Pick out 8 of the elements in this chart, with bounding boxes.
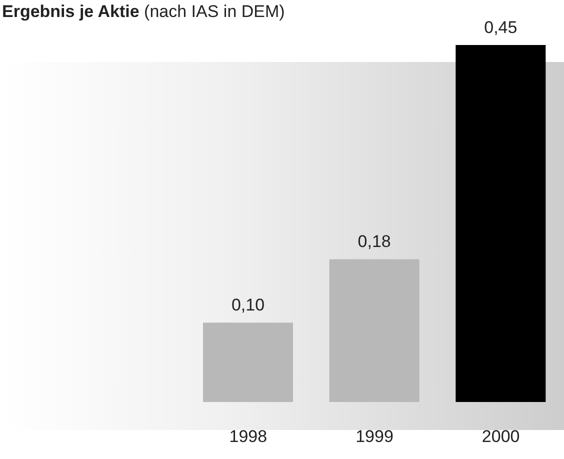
x-tick-label: 2000 (482, 427, 520, 446)
x-tick-label: 1998 (229, 427, 268, 446)
data-label: 0,18 (358, 232, 391, 252)
data-label: 0,45 (484, 18, 518, 37)
x-tick-label: 1999 (356, 427, 394, 446)
chart-subtitle: (nach IAS in DEM) (144, 2, 285, 21)
chart-title: Ergebnis je Aktie (2, 2, 140, 21)
data-label: 0,10 (231, 296, 265, 315)
